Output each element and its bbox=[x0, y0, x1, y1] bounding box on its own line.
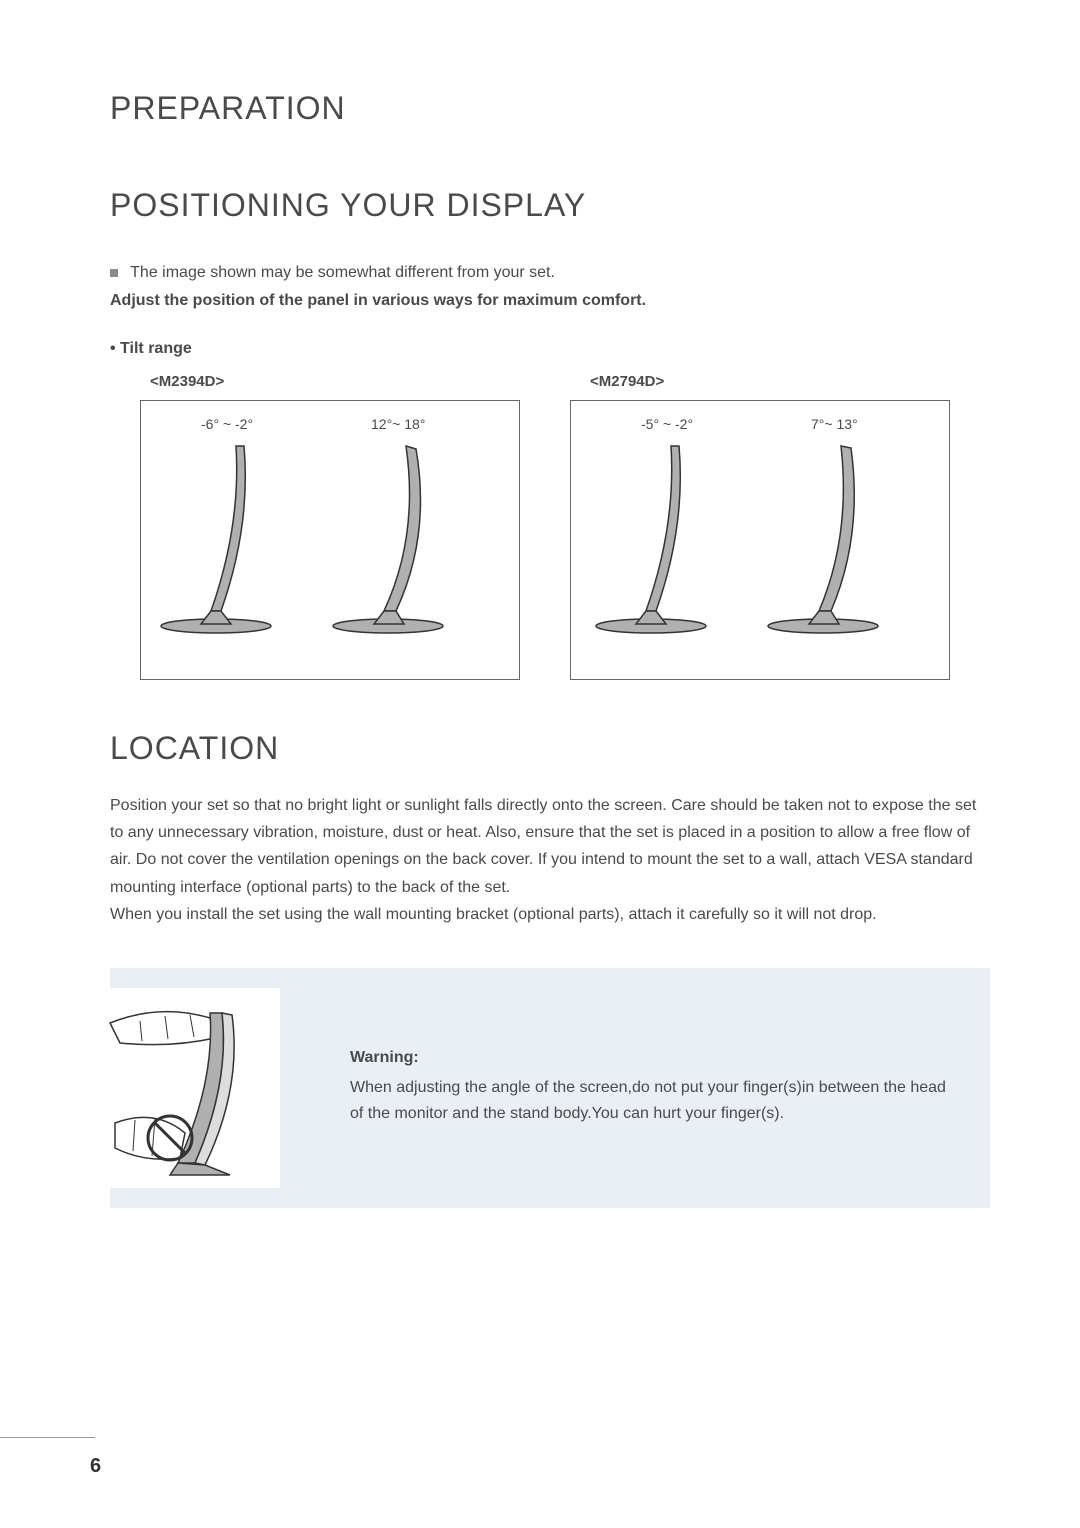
angle-fwd-1: 7°~ 13° bbox=[811, 416, 858, 432]
diagram-row: -6° ~ -2° 12°~ 18° -5° ~ -2° 7°~ 13° bbox=[140, 400, 990, 680]
angle-back-0: -6° ~ -2° bbox=[201, 416, 253, 432]
warning-box: Warning: When adjusting the angle of the… bbox=[110, 968, 990, 1208]
model-label-0: <M2394D> bbox=[150, 373, 530, 390]
warning-title: Warning: bbox=[350, 1049, 960, 1067]
warning-text: When adjusting the angle of the screen,d… bbox=[350, 1075, 960, 1126]
note-text: The image shown may be somewhat differen… bbox=[130, 264, 555, 281]
tilt-diagram-1: -5° ~ -2° 7°~ 13° bbox=[570, 400, 950, 680]
warning-illustration bbox=[100, 988, 280, 1188]
section-title: POSITIONING YOUR DISPLAY bbox=[110, 187, 990, 224]
model-labels: <M2394D> <M2794D> bbox=[150, 373, 990, 390]
model-label-1: <M2794D> bbox=[590, 373, 664, 390]
bullet-icon bbox=[110, 269, 118, 277]
monitor-tilt-svg-1 bbox=[571, 401, 951, 681]
footer-rule bbox=[0, 1437, 95, 1438]
note-line: The image shown may be somewhat differen… bbox=[110, 264, 990, 282]
location-title: LOCATION bbox=[110, 730, 990, 767]
monitor-tilt-svg-0 bbox=[141, 401, 521, 681]
page-title: PREPARATION bbox=[110, 90, 990, 127]
adjust-text: Adjust the position of the panel in vari… bbox=[110, 292, 990, 310]
angle-back-1: -5° ~ -2° bbox=[641, 416, 693, 432]
location-body: Position your set so that no bright ligh… bbox=[110, 792, 990, 928]
angle-fwd-0: 12°~ 18° bbox=[371, 416, 425, 432]
finger-pinch-icon bbox=[100, 993, 280, 1183]
tilt-range-label: • Tilt range bbox=[110, 340, 990, 358]
tilt-diagram-0: -6° ~ -2° 12°~ 18° bbox=[140, 400, 520, 680]
warning-text-block: Warning: When adjusting the angle of the… bbox=[350, 1049, 960, 1126]
page-number: 6 bbox=[90, 1455, 101, 1478]
